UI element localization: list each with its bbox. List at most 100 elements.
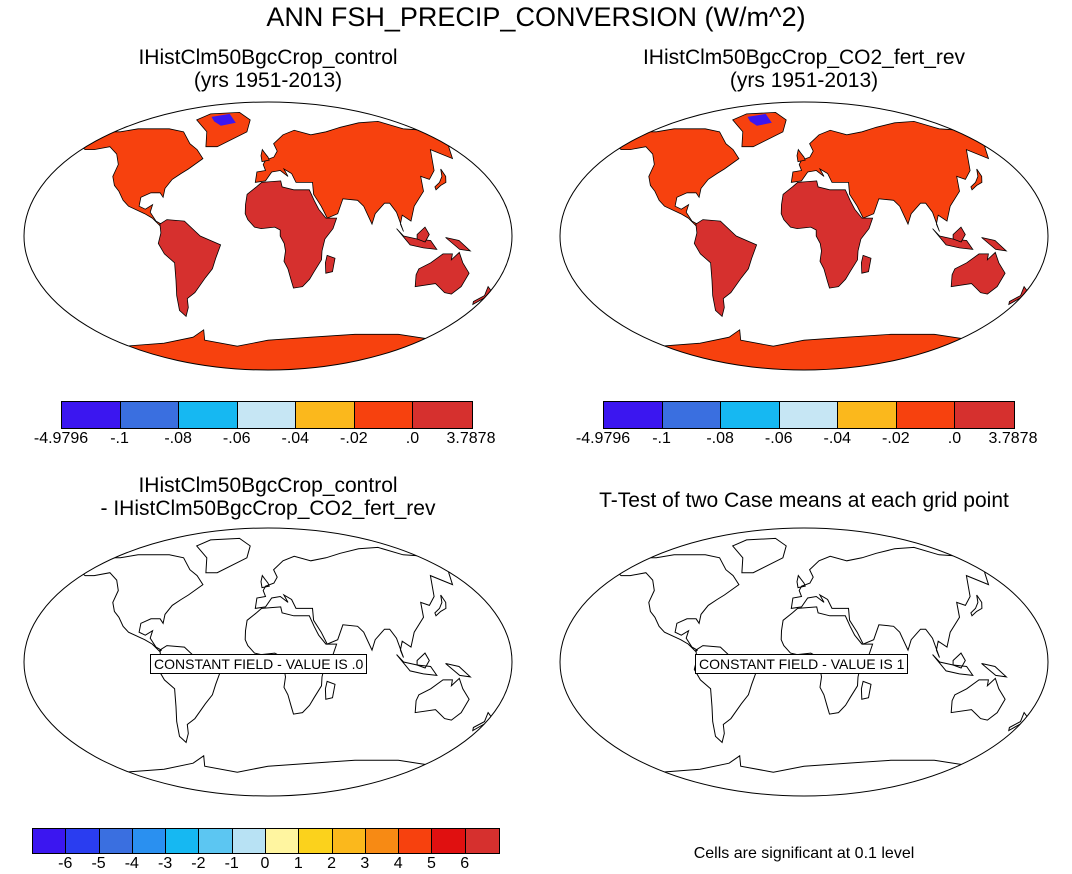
landmass-australia xyxy=(950,677,1006,721)
panel4-title: T-Test of two Case means at each grid po… xyxy=(536,489,1072,512)
landmass-newZealand xyxy=(472,711,494,732)
colorbar-label: 5 xyxy=(426,855,436,872)
landmass-borneo xyxy=(416,226,430,243)
colorbar-label: -.06 xyxy=(222,430,251,447)
colorbar-swatch xyxy=(604,402,663,428)
panel4-title-line1: T-Test of two Case means at each grid po… xyxy=(599,489,1009,512)
map-panel-control xyxy=(0,96,536,376)
landmass-northAmerica xyxy=(80,554,204,653)
significance-footnote: Cells are significant at 0.1 level xyxy=(693,845,915,862)
colorbar-swatch xyxy=(166,829,200,853)
landmass-northAmerica xyxy=(81,128,204,227)
greenland-ice-patch xyxy=(747,113,772,126)
panel2-title-line1: IHistClm50BgcCrop_CO2_fert_rev xyxy=(642,46,966,69)
landmass-greenland xyxy=(731,537,787,574)
panel2-title: IHistClm50BgcCrop_CO2_fert_rev (yrs 1951… xyxy=(536,46,1072,92)
colorbar-swatch xyxy=(199,829,233,853)
colorbar-swatch xyxy=(132,829,167,853)
landmass-newGuinea xyxy=(445,237,472,252)
panel1-title-line2: (yrs 1951-2013) xyxy=(193,69,343,92)
landmass-greenland xyxy=(196,111,251,148)
colorbar-swatch xyxy=(955,402,1014,428)
colorbar-swatch xyxy=(399,829,433,853)
landmass-northAmerica xyxy=(617,128,740,227)
landmass-japan xyxy=(970,168,983,191)
landmass-madagascar xyxy=(324,680,336,700)
colorbar-label: 6 xyxy=(460,855,470,872)
colorbar-label: 1 xyxy=(293,855,303,872)
colorbar-label: -.06 xyxy=(764,430,793,447)
colorbar-label: -2 xyxy=(191,855,206,872)
colorbar-swatch xyxy=(179,402,238,428)
landmass-borneo xyxy=(952,652,966,669)
colorbar-swatch xyxy=(296,402,355,428)
colorbar-label: -4.9796 xyxy=(575,430,631,447)
colorbar-label: -5 xyxy=(91,855,106,872)
landmass-newZealand xyxy=(1008,285,1030,306)
landmass-madagascar xyxy=(860,254,872,274)
colorbar-swatch xyxy=(232,829,266,853)
map-panel-ttest xyxy=(536,522,1072,802)
landmass-newGuinea xyxy=(981,663,1008,678)
colorbar-swatch xyxy=(354,402,414,428)
landmass-madagascar xyxy=(324,254,336,274)
panel3-title-line2: - IHistClm50BgcCrop_CO2_fert_rev xyxy=(100,497,436,520)
landmass-eurasia xyxy=(790,546,1001,658)
landmass-australia xyxy=(414,677,470,721)
landmass-newGuinea xyxy=(981,237,1008,252)
landmass-eurasia xyxy=(254,120,465,232)
landmass-antarctica xyxy=(79,754,457,796)
colorbar-label: -4 xyxy=(124,855,139,872)
colorbar-label: 2 xyxy=(327,855,337,872)
landmass-northAmerica xyxy=(616,554,740,653)
panel3-title: IHistClm50BgcCrop_control - IHistClm50Bg… xyxy=(0,474,536,520)
colorbar-swatch xyxy=(299,829,333,853)
landmass-britain xyxy=(260,574,270,589)
landmass-africa xyxy=(244,180,338,289)
colorbar-swatch xyxy=(662,402,722,428)
colorbar-label: 3 xyxy=(360,855,370,872)
colorbar-swatch xyxy=(332,829,366,853)
constant-field-label-ttest: CONSTANT FIELD - VALUE IS 1 xyxy=(695,654,909,674)
panel1-title: IHistClm50BgcCrop_control (yrs 1951-2013… xyxy=(0,46,536,92)
map-panel-difference xyxy=(0,522,536,802)
landmass-borneo xyxy=(416,652,430,669)
colorbar-swatch xyxy=(237,402,297,428)
landmass-britain xyxy=(796,574,806,589)
colorbar-label: -1 xyxy=(224,855,239,872)
colorbar-label: -.02 xyxy=(882,430,910,447)
colorbar-swatch xyxy=(265,829,300,853)
colorbar-swatch xyxy=(432,829,466,853)
colorbar-swatch xyxy=(413,402,472,428)
colorbar-swatch xyxy=(99,829,133,853)
colorbar-label: 0 xyxy=(260,855,270,872)
landmass-australia xyxy=(950,251,1006,295)
landmass-greenland xyxy=(732,111,787,148)
colorbar-swatch xyxy=(120,402,180,428)
landmass-indonesia xyxy=(932,654,974,677)
panel2-title-line2: (yrs 1951-2013) xyxy=(729,69,879,92)
landmass-britain xyxy=(260,148,270,163)
landmass-japan xyxy=(434,594,447,617)
colorbar-swatch xyxy=(721,402,780,428)
map-panel-co2-fert-rev xyxy=(536,96,1072,376)
colorbar-swatch xyxy=(33,829,67,853)
landmass-indonesia xyxy=(396,654,438,677)
colorbar-label: -.1 xyxy=(652,430,671,447)
landmass-newGuinea xyxy=(445,663,472,678)
colorbar-label: -.08 xyxy=(164,430,192,447)
panel3-title-line1: IHistClm50BgcCrop_control xyxy=(138,474,398,497)
colorbar-label: .0 xyxy=(405,430,420,447)
colorbar-label: -.02 xyxy=(340,430,368,447)
map-border xyxy=(559,527,1049,797)
colorbar-boxes xyxy=(61,401,473,429)
colorbar-label: 4 xyxy=(393,855,403,872)
colorbar-label: -3 xyxy=(158,855,173,872)
colorbar-label: -4.9796 xyxy=(33,430,89,447)
colorbar-swatch xyxy=(66,829,100,853)
landmass-madagascar xyxy=(860,680,872,700)
colorbar-swatch xyxy=(62,402,121,428)
landmass-southAmerica xyxy=(693,219,758,318)
map-border xyxy=(23,101,513,371)
colorbar-label: -.04 xyxy=(281,430,310,447)
